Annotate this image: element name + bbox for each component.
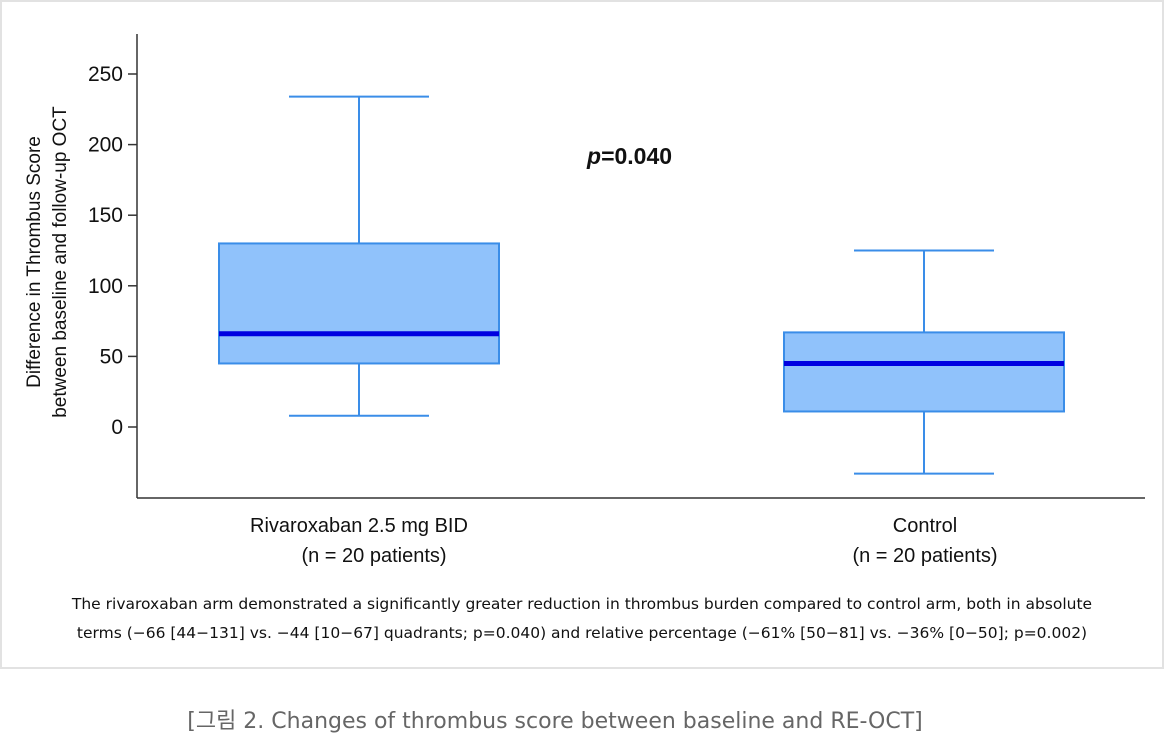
category-label-rivaroxaban-n: (n = 20 patients) [301,545,446,567]
y-tick-label: 0 [111,416,123,439]
category-label-control-n: (n = 20 patients) [852,545,997,567]
note-line-1: The rivaroxaban arm demonstrated a signi… [71,595,1093,613]
iqr-box [218,242,500,365]
box-control [783,249,1065,475]
y-tick-label: 150 [88,204,123,227]
y-tick-label: 50 [100,345,123,368]
y-tick-label: 250 [88,63,123,86]
category-label-control: Control [893,515,957,537]
y-ticks: 0 50 100 150 200 250 [88,63,137,439]
note-line-2: terms (−66 [44−131] vs. −44 [10−67] quad… [76,624,1088,642]
y-axis-label-line1: Difference in Thrombus Score [24,136,45,388]
p-value-annotation: p=0.040 [586,143,672,169]
y-axis-label-line2: between baseline and follow-up OCT [50,106,71,418]
figure-caption: [그림 2. Changes of thrombus score between… [187,709,923,734]
y-tick-label: 100 [88,275,123,298]
box-rivaroxaban [218,95,500,417]
box-plot-chart: 0 50 100 150 200 250 Difference in Thrombus S… [24,34,1145,567]
figure-note: The rivaroxaban arm demonstrated a signi… [0,590,1164,648]
category-label-rivaroxaban: Rivaroxaban 2.5 mg BID [250,515,468,537]
boxes [218,95,1065,475]
y-tick-label: 200 [88,134,123,157]
iqr-box [783,331,1065,413]
